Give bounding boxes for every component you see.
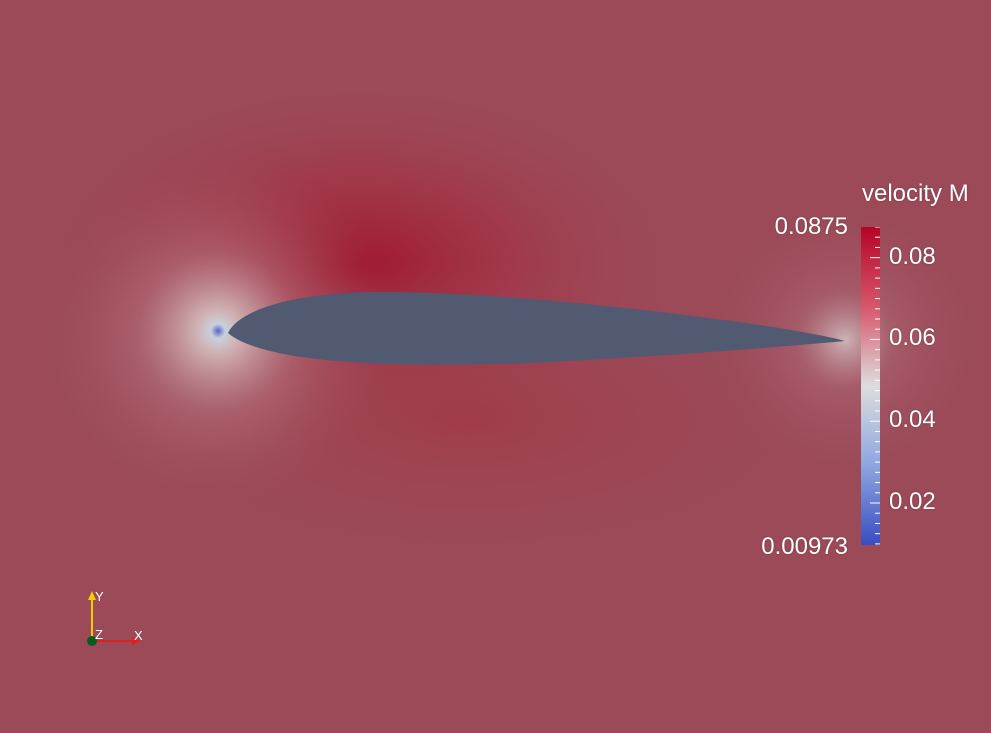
airfoil	[228, 292, 845, 365]
colorbar-tick-label: 0.06	[889, 324, 936, 352]
x-axis-label: X	[134, 628, 143, 643]
colorbar-tick-label: 0.04	[889, 406, 936, 434]
y-axis-arrow	[88, 591, 96, 600]
colorbar-max-label: 0.0875	[774, 213, 848, 240]
orientation-axes: Y X Z	[87, 589, 143, 646]
z-axis-label: Z	[95, 627, 103, 642]
colorbar-tick-label: 0.08	[889, 242, 936, 270]
colorbar-min-label: 0.00973	[761, 533, 848, 560]
z-axis-dot	[87, 636, 97, 646]
x-axis-arrow	[132, 637, 141, 645]
colorbar-ticks	[870, 227, 880, 545]
colorbar-tick-label: 0.02	[889, 488, 936, 515]
colorbar-gradient	[861, 227, 880, 545]
colorbar	[861, 227, 880, 545]
colorbar-title: velocity M	[862, 180, 969, 207]
y-axis-label: Y	[95, 589, 104, 604]
